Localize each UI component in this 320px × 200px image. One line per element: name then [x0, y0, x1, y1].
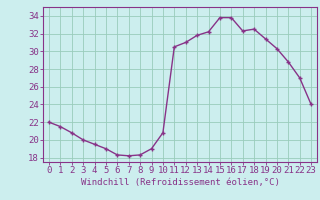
- X-axis label: Windchill (Refroidissement éolien,°C): Windchill (Refroidissement éolien,°C): [81, 178, 279, 187]
